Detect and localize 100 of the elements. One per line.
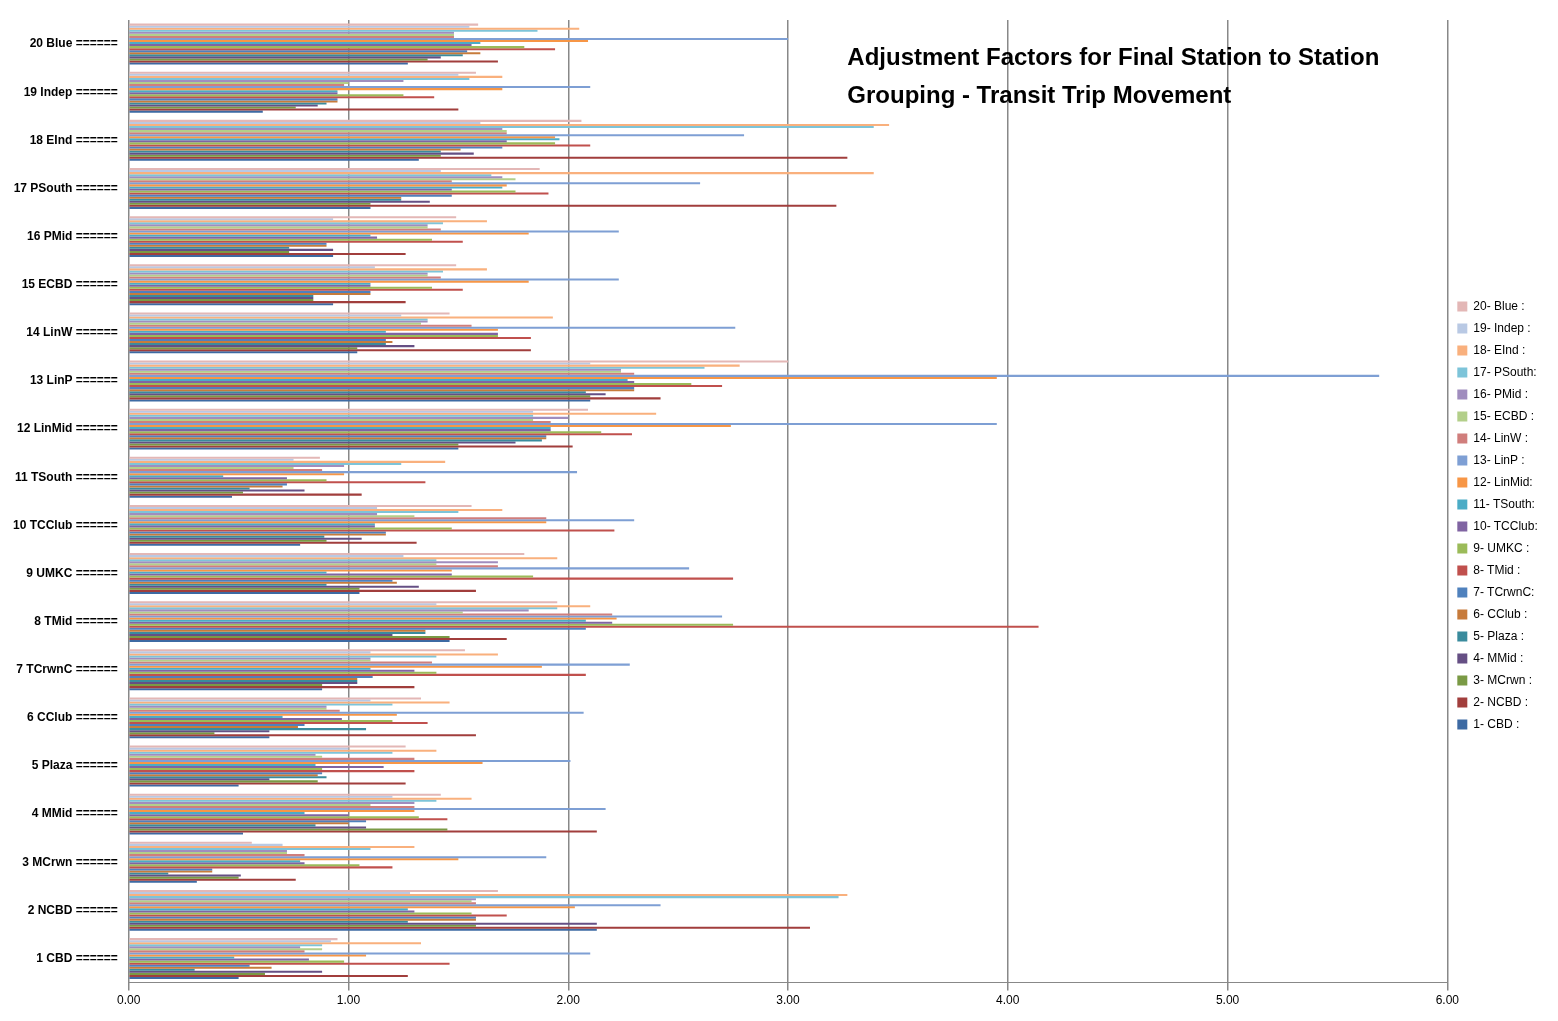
bar: [129, 106, 296, 109]
bar: [129, 826, 367, 829]
bar: [129, 587, 360, 590]
bar: [129, 37, 789, 40]
bar: [129, 418, 534, 421]
bar: [129, 904, 661, 907]
bar: [129, 812, 305, 815]
bar: [129, 621, 613, 624]
bar: [129, 847, 371, 850]
bar: [129, 910, 415, 913]
bar: [129, 732, 215, 735]
bar: [129, 495, 233, 498]
bar: [129, 462, 402, 465]
y-tick-label: 19 Indep ======: [23, 84, 118, 99]
bar: [129, 362, 591, 365]
bar: [129, 607, 558, 610]
bar: [129, 152, 474, 155]
bar: [129, 726, 298, 729]
bar: [129, 29, 538, 32]
bar: [129, 617, 617, 620]
bar: [129, 736, 270, 739]
bar: [129, 469, 323, 472]
bar: [129, 952, 591, 955]
legend-label: 5- Plaza :: [1473, 628, 1525, 643]
bar: [129, 252, 406, 255]
bar: [129, 144, 591, 147]
bar: [129, 561, 498, 564]
bar: [129, 862, 305, 865]
bar: [129, 711, 584, 714]
bar: [129, 158, 419, 161]
bar: [129, 795, 393, 798]
y-tick-label: 1 CBD ======: [36, 950, 118, 965]
bar: [129, 579, 393, 582]
bar: [129, 651, 371, 654]
bar: [129, 830, 597, 833]
bar: [129, 485, 283, 488]
bar: [129, 364, 740, 367]
bar: [129, 974, 408, 977]
bar: [129, 521, 547, 524]
bar: [129, 447, 459, 450]
legend-label: 1- CBD :: [1473, 716, 1520, 731]
bar: [129, 655, 437, 658]
bar: [129, 23, 479, 26]
bar: [129, 27, 580, 30]
bar: [129, 653, 498, 656]
bar: [129, 192, 549, 195]
bar: [129, 338, 386, 342]
bar: [129, 460, 446, 463]
bar: [129, 513, 378, 516]
bar: [129, 858, 459, 861]
bar: [129, 721, 428, 725]
bar: [129, 892, 411, 895]
bar: [129, 383, 692, 386]
bar: [129, 182, 701, 185]
bar: [129, 889, 498, 892]
bar: [129, 944, 323, 947]
bar: [129, 529, 615, 532]
bar: [129, 778, 270, 781]
bar: [129, 964, 250, 967]
bar: [129, 878, 296, 881]
bar: [129, 755, 323, 758]
bar: [129, 633, 393, 636]
bar: [129, 102, 327, 105]
y-tick-label: 17 PSouth ======: [13, 180, 118, 195]
bar: [129, 902, 476, 905]
bar: [129, 410, 534, 413]
bar: [129, 799, 437, 802]
bar: [129, 958, 309, 961]
bar: [129, 439, 542, 442]
bar: [129, 25, 470, 28]
bar: [129, 701, 450, 704]
bar: [129, 79, 404, 82]
bar: [129, 757, 415, 760]
bar: [129, 603, 437, 606]
bar: [129, 970, 323, 973]
x-tick-label: 0.00: [117, 993, 141, 1008]
bar: [129, 88, 503, 91]
legend-label: 4- MMid :: [1473, 650, 1524, 665]
bar: [129, 126, 874, 129]
legend-label: 14- LinW :: [1473, 430, 1528, 445]
bar: [129, 414, 534, 417]
bar: [129, 515, 415, 518]
bar: [129, 385, 723, 388]
bar: [129, 864, 360, 867]
legend-label: 15- ECBD :: [1473, 408, 1534, 423]
bar: [129, 663, 630, 666]
bar: [129, 250, 290, 253]
x-tick-label: 4.00: [996, 993, 1020, 1008]
bar: [129, 336, 531, 339]
bar: [129, 605, 591, 608]
bar: [129, 425, 731, 428]
bar: [129, 48, 556, 51]
bar: [129, 230, 619, 233]
bar: [129, 483, 287, 486]
bar: [129, 220, 487, 223]
x-tick-label: 3.00: [776, 993, 801, 1008]
bar: [129, 950, 305, 953]
bar: [129, 734, 476, 737]
bar: [129, 471, 578, 474]
bar: [129, 625, 1039, 628]
